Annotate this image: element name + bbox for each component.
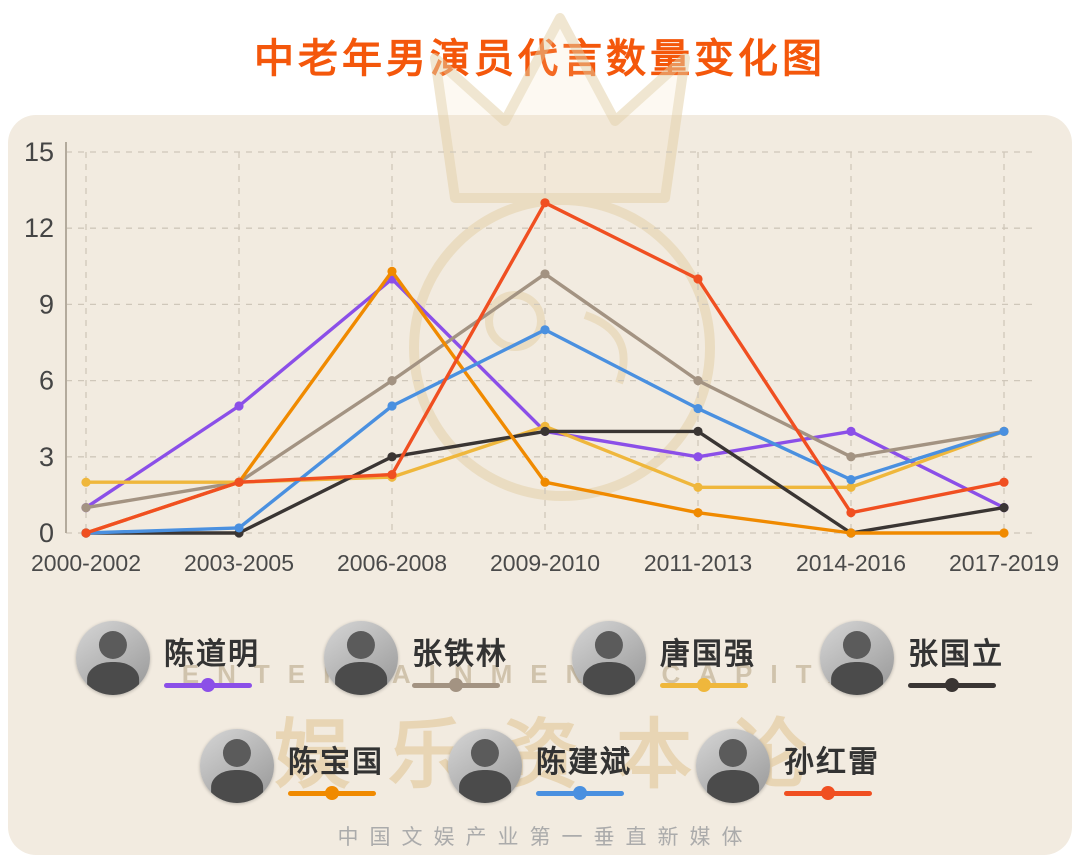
series-dot-icon	[201, 678, 215, 692]
series-color-marker	[536, 786, 624, 800]
data-point-张铁林	[387, 376, 397, 386]
data-point-陈宝国	[387, 266, 397, 276]
series-color-marker	[164, 678, 252, 692]
series-color-marker	[288, 786, 376, 800]
actor-name: 张国立	[908, 637, 1004, 671]
data-point-陈建斌	[234, 523, 244, 533]
data-point-孙红雷	[540, 198, 550, 208]
actor-photo	[324, 621, 398, 695]
legend-item-陈建斌: 陈建斌	[448, 729, 632, 803]
x-tick-label: 2014-2016	[796, 550, 906, 576]
series-color-marker	[412, 678, 500, 692]
data-point-陈建斌	[540, 325, 550, 335]
data-point-张铁林	[693, 376, 703, 386]
actor-photo	[200, 729, 274, 803]
actor-name: 唐国强	[660, 637, 756, 671]
series-dot-icon	[573, 786, 587, 800]
data-point-孙红雷	[387, 469, 397, 480]
data-point-唐国强	[81, 477, 91, 487]
x-tick-label: 2000-2002	[31, 550, 141, 576]
y-tick-label: 3	[39, 442, 54, 472]
actor-name: 陈宝国	[288, 745, 384, 779]
data-point-张国立	[540, 426, 550, 436]
watermark-mascot-icon	[409, 13, 715, 501]
data-point-张铁林	[81, 503, 91, 513]
watermark-tagline: 中国文娱产业第一垂直新媒体	[337, 826, 754, 849]
y-tick-label: 9	[39, 289, 54, 319]
x-tick-label: 2009-2010	[490, 550, 600, 576]
data-point-陈建斌	[387, 401, 397, 411]
data-point-孙红雷	[846, 508, 856, 518]
actor-name: 张铁林	[412, 637, 508, 671]
y-tick-label: 0	[39, 518, 54, 548]
mascot-beak	[583, 311, 628, 385]
data-point-陈道明	[846, 426, 856, 436]
x-tick-label: 2006-2008	[337, 550, 447, 576]
data-point-孙红雷	[81, 528, 91, 538]
data-point-张国立	[693, 426, 703, 436]
y-tick-label: 6	[39, 366, 54, 396]
data-point-张铁林	[846, 452, 856, 462]
data-point-唐国强	[846, 482, 856, 492]
legend-item-陈道明: 陈道明	[76, 621, 260, 695]
data-point-陈道明	[234, 401, 244, 411]
actor-photo	[448, 729, 522, 803]
data-point-孙红雷	[999, 477, 1009, 487]
x-tick-label: 2003-2005	[184, 550, 294, 576]
crown-icon	[430, 13, 690, 203]
x-tick-label: 2017-2019	[949, 550, 1059, 576]
actor-photo	[572, 621, 646, 695]
series-dot-icon	[821, 786, 835, 800]
x-tick-label: 2011-2013	[644, 550, 752, 576]
data-point-陈宝国	[693, 508, 703, 518]
series-dot-icon	[325, 786, 339, 800]
data-point-陈宝国	[999, 528, 1009, 538]
data-point-张国立	[387, 452, 397, 462]
watermark-text-en: ENTERTAINMENT CAPITAL	[181, 659, 899, 689]
y-tick-label: 15	[24, 137, 54, 167]
actor-photo	[76, 621, 150, 695]
legend-item-张铁林: 张铁林	[324, 621, 508, 695]
series-color-marker	[784, 786, 872, 800]
legend-row: 陈宝国 陈建斌 孙红雷	[8, 729, 1072, 803]
legend-item-唐国强: 唐国强	[572, 621, 756, 695]
actor-name: 陈建斌	[536, 745, 632, 779]
legend-item-张国立: 张国立	[820, 621, 1004, 695]
legend-item-孙红雷: 孙红雷	[696, 729, 880, 803]
series-color-marker	[908, 678, 996, 692]
data-point-唐国强	[693, 482, 703, 492]
legend-item-陈宝国: 陈宝国	[200, 729, 384, 803]
data-point-张国立	[999, 503, 1009, 513]
data-point-张铁林	[540, 269, 550, 279]
chart-legend: 陈道明 张铁林 唐国强 张国立陈宝国 陈建斌 孙红雷	[8, 621, 1072, 803]
series-color-marker	[660, 678, 748, 692]
actor-name: 孙红雷	[784, 745, 880, 779]
actor-photo	[820, 621, 894, 695]
data-point-陈建斌	[846, 475, 856, 485]
y-tick-label: 12	[24, 213, 54, 243]
actor-name: 陈道明	[164, 637, 260, 671]
mascot-head	[409, 195, 715, 501]
data-point-陈建斌	[999, 426, 1009, 436]
data-point-陈建斌	[693, 403, 703, 414]
legend-row: 陈道明 张铁林 唐国强 张国立	[8, 621, 1072, 695]
chart-panel: 0 3 6 9 12 15 2000-2002 2003-2005 2006-2008 2009-…	[8, 13, 1072, 855]
line-chart: 0 3 6 9 12 15 2000-2002 2003-2005 2006-2008 2009-…	[24, 137, 1059, 576]
actor-photo	[696, 729, 770, 803]
data-point-孙红雷	[693, 274, 703, 284]
data-point-陈宝国	[846, 528, 856, 538]
data-point-陈宝国	[540, 477, 550, 487]
data-point-陈道明	[693, 452, 703, 462]
series-dot-icon	[697, 678, 711, 692]
data-point-孙红雷	[234, 477, 244, 487]
series-dot-icon	[945, 678, 959, 692]
series-dot-icon	[449, 678, 463, 692]
